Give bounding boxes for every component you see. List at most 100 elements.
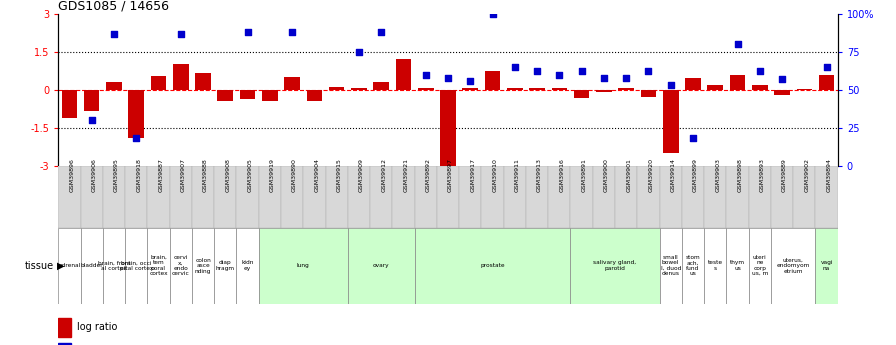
Text: GSM39891: GSM39891 [582, 158, 587, 192]
Text: uteri
ne
corp
us, m: uteri ne corp us, m [752, 255, 768, 276]
Text: ▶: ▶ [57, 261, 65, 270]
Bar [192, 166, 214, 228]
Text: brain,
tem
poral
cortex: brain, tem poral cortex [149, 255, 168, 276]
Bar [615, 166, 637, 228]
Text: GSM39921: GSM39921 [403, 158, 409, 192]
Bar [793, 166, 815, 228]
Bar [147, 166, 169, 228]
Bar [663, 90, 678, 153]
Bar [259, 228, 348, 304]
Point [285, 29, 299, 35]
Bar [815, 228, 838, 304]
Text: GSM39906: GSM39906 [91, 158, 97, 192]
Bar [281, 166, 303, 228]
Text: uterus,
endomyom
etrium: uterus, endomyom etrium [777, 258, 810, 274]
Bar [303, 166, 325, 228]
Bar [481, 166, 504, 228]
Bar [237, 166, 259, 228]
Point [685, 136, 700, 141]
Text: GSM39895: GSM39895 [114, 158, 119, 192]
Text: GSM39918: GSM39918 [136, 158, 142, 192]
Point [619, 75, 633, 80]
Bar [262, 90, 278, 101]
Text: GSM39911: GSM39911 [515, 158, 520, 192]
Text: GSM39900: GSM39900 [604, 158, 609, 192]
Text: GSM39920: GSM39920 [649, 158, 653, 192]
Text: GSM39919: GSM39919 [270, 158, 275, 192]
Bar [507, 88, 522, 90]
Bar [459, 166, 481, 228]
Bar [81, 228, 103, 304]
Bar [708, 85, 723, 90]
Text: tissue: tissue [24, 261, 54, 270]
Text: GSM39890: GSM39890 [292, 158, 297, 192]
Text: GSM39908: GSM39908 [225, 158, 230, 192]
Bar [637, 166, 659, 228]
Bar [415, 166, 437, 228]
Bar [237, 228, 259, 304]
Bar [214, 166, 237, 228]
Bar [259, 166, 281, 228]
Bar [797, 89, 812, 90]
Point [374, 29, 388, 35]
Bar [771, 166, 793, 228]
Bar [618, 88, 634, 90]
Text: GSM39909: GSM39909 [359, 158, 364, 192]
Text: GSM39904: GSM39904 [314, 158, 319, 192]
Bar [125, 166, 147, 228]
Bar [125, 228, 147, 304]
Text: ovary: ovary [373, 263, 390, 268]
Text: GSM39896: GSM39896 [69, 158, 74, 192]
Point [174, 31, 188, 36]
Text: brain, front
al cortex: brain, front al cortex [98, 260, 130, 271]
Text: GSM39917: GSM39917 [470, 158, 475, 192]
Bar [415, 228, 571, 304]
Text: brain, occi
pital cortex: brain, occi pital cortex [119, 260, 153, 271]
Bar [173, 65, 188, 90]
Point [418, 72, 433, 77]
Text: GSM39912: GSM39912 [381, 158, 386, 192]
Text: salivary gland,
parotid: salivary gland, parotid [593, 260, 636, 271]
Bar [749, 228, 771, 304]
Bar [329, 87, 344, 90]
Bar [396, 59, 411, 90]
Bar [752, 85, 768, 90]
Bar [704, 166, 727, 228]
Bar [62, 90, 77, 118]
Bar [526, 166, 548, 228]
Bar [106, 82, 122, 90]
Bar [462, 88, 478, 90]
Bar [151, 76, 167, 90]
Text: GSM39888: GSM39888 [203, 158, 208, 192]
Text: GSM39913: GSM39913 [537, 158, 542, 192]
Bar [530, 88, 545, 90]
Text: diap
hragm: diap hragm [216, 260, 235, 271]
Bar [147, 228, 169, 304]
Bar [548, 166, 571, 228]
Point [552, 72, 566, 77]
Bar [218, 90, 233, 101]
Bar [348, 228, 415, 304]
Bar [214, 228, 237, 304]
Bar [771, 228, 815, 304]
Bar [325, 166, 348, 228]
Text: GSM39889: GSM39889 [782, 158, 787, 192]
Point [664, 82, 678, 88]
Bar [58, 228, 81, 304]
Bar [593, 166, 615, 228]
Bar [195, 73, 211, 90]
Text: thym
us: thym us [730, 260, 745, 271]
Text: kidn
ey: kidn ey [241, 260, 254, 271]
Text: GSM39897: GSM39897 [448, 158, 453, 192]
Bar [815, 166, 838, 228]
Text: GSM39894: GSM39894 [827, 158, 831, 192]
Point [642, 69, 656, 74]
Bar [749, 166, 771, 228]
Point [508, 64, 522, 70]
Bar [504, 166, 526, 228]
Bar [682, 166, 704, 228]
Point [730, 41, 745, 47]
Bar [128, 90, 144, 138]
Bar [81, 166, 103, 228]
Bar [169, 228, 192, 304]
